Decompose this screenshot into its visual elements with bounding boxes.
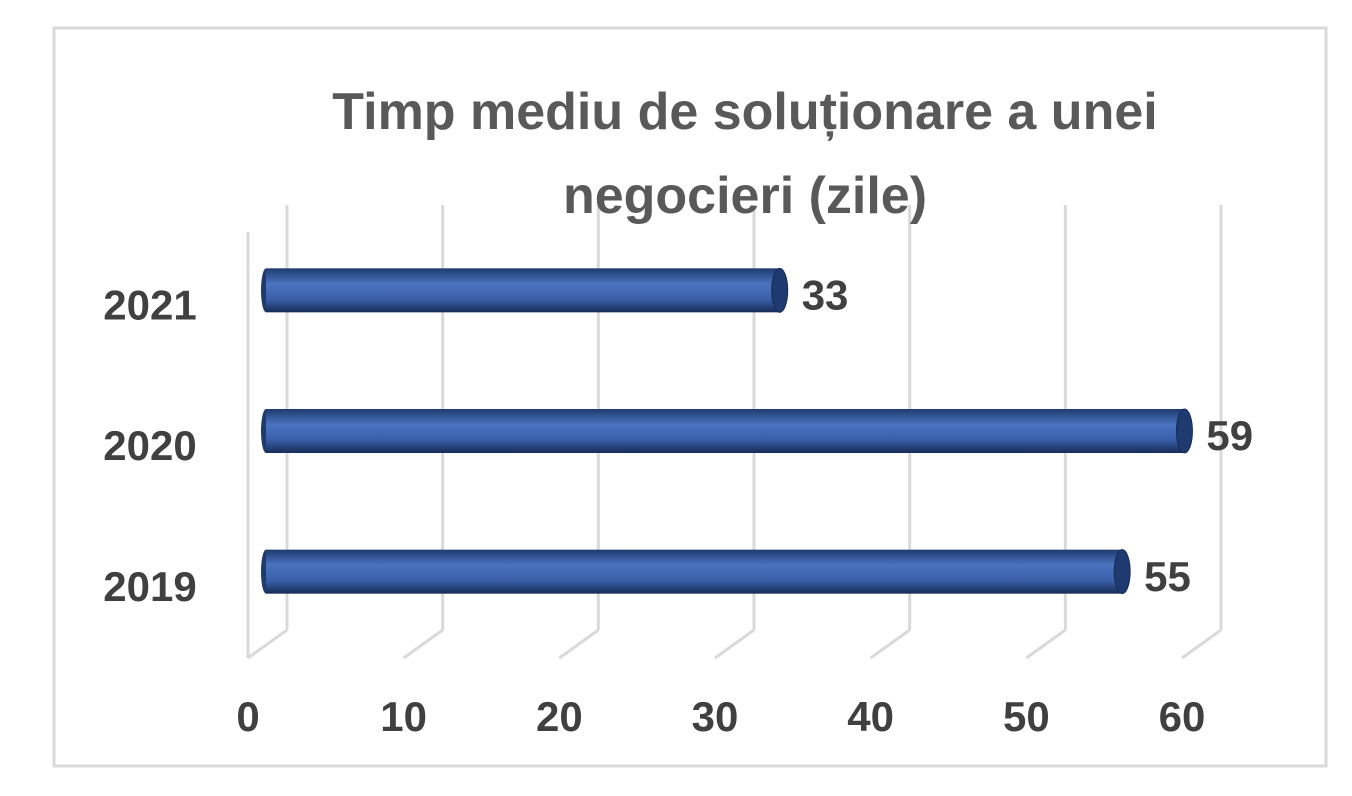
bar <box>266 268 780 313</box>
y-tick-label: 2019 <box>103 563 196 610</box>
bar-cap <box>771 267 789 313</box>
value-label: 33 <box>802 271 849 318</box>
floor-line <box>558 628 600 660</box>
y-tick-label: 2020 <box>103 422 196 469</box>
x-tick-label: 50 <box>1003 693 1050 740</box>
bar <box>266 409 1185 453</box>
y-tick-label: 2021 <box>103 281 196 328</box>
x-tick-label: 10 <box>380 693 427 740</box>
chart-border <box>52 26 1328 768</box>
x-tick-label: 20 <box>536 693 583 740</box>
value-label: 55 <box>1144 553 1191 600</box>
floor-line <box>714 628 755 660</box>
bar <box>266 549 1123 594</box>
floor-line <box>1025 628 1067 660</box>
x-tick-label: 0 <box>236 693 259 740</box>
bar-cap <box>1175 408 1193 454</box>
x-tick-label: 30 <box>692 693 739 740</box>
value-label: 59 <box>1206 412 1253 459</box>
bar-cap <box>1113 549 1131 595</box>
floor-line <box>247 628 288 660</box>
x-tick-label: 60 <box>1159 693 1206 740</box>
x-tick-label: 40 <box>847 693 894 740</box>
floor-line <box>869 628 911 660</box>
floor-line <box>402 628 444 660</box>
chart-title: Timp mediu de soluționare a unei negocie… <box>332 83 1158 225</box>
floor-line <box>1181 628 1222 660</box>
